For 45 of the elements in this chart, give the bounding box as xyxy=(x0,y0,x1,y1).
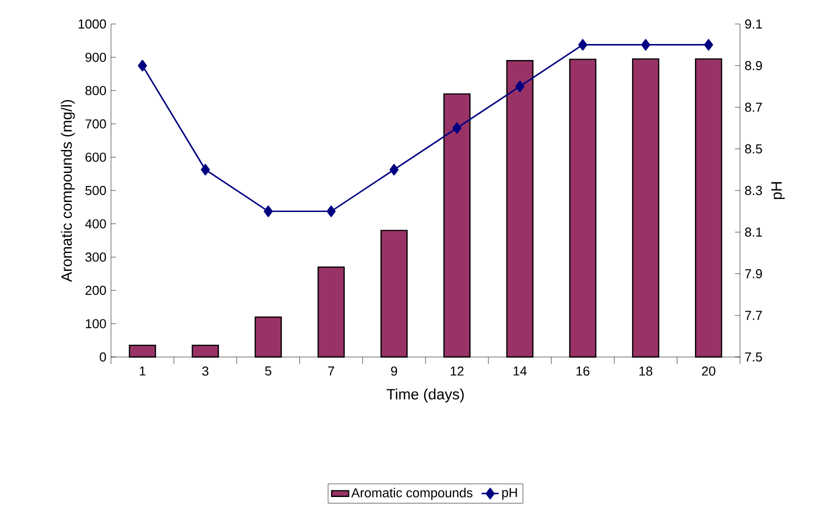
y-tick-label: 700 xyxy=(86,119,106,128)
x-tick-label: 5 xyxy=(265,366,272,376)
x-tick-label: 14 xyxy=(514,366,527,376)
point xyxy=(138,60,147,72)
x-tick-label: 16 xyxy=(576,366,590,376)
y-tick-label: 500 xyxy=(85,186,106,196)
point xyxy=(390,164,399,176)
point xyxy=(578,39,588,51)
point xyxy=(452,122,462,134)
point xyxy=(641,39,650,51)
y2-tick-label: 8.1 xyxy=(745,228,762,237)
point xyxy=(200,164,210,176)
legend-label: Aromatic compounds xyxy=(351,488,472,500)
x-axis-title: Time (days) xyxy=(386,388,464,402)
y2-tick-label: 8.7 xyxy=(745,102,762,112)
x-tick-label: 7 xyxy=(328,366,334,376)
y-axis-title: Aromatic compounds (mg/l) xyxy=(60,100,75,282)
y-tick-label: 900 xyxy=(85,52,106,62)
point xyxy=(264,206,273,218)
y2-tick-label: 8.9 xyxy=(745,61,762,70)
y2-axis-title: pH xyxy=(771,182,785,200)
y2-tick-label: 9.1 xyxy=(745,19,762,29)
x-tick-label: 12 xyxy=(450,366,464,376)
point xyxy=(515,80,524,92)
y-tick-label: 200 xyxy=(86,286,106,295)
x-tick-label: 18 xyxy=(639,366,652,376)
y-tick-label: 600 xyxy=(86,152,106,162)
x-tick-label: 9 xyxy=(391,366,398,376)
y-tick-label: 300 xyxy=(85,252,106,262)
y-tick-label: 0 xyxy=(100,352,106,362)
y2-tick-label: 8.3 xyxy=(745,186,762,196)
x-tick-label: 20 xyxy=(702,366,716,376)
y2-tick-label: 8.5 xyxy=(745,144,762,154)
y-tick-label: 1000 xyxy=(78,19,106,29)
point xyxy=(326,206,336,218)
x-tick-label: 1 xyxy=(140,366,146,376)
legend-label: pH xyxy=(502,488,517,500)
y2-tick-label: 7.9 xyxy=(745,269,762,278)
y2-tick-label: 7.7 xyxy=(745,310,762,320)
y-tick-label: 400 xyxy=(85,219,106,228)
y2-tick-label: 7.5 xyxy=(745,352,762,362)
y-tick-label: 800 xyxy=(85,86,106,96)
y-tick-label: 100 xyxy=(86,319,106,328)
x-tick-label: 3 xyxy=(202,366,208,376)
point xyxy=(704,39,714,51)
